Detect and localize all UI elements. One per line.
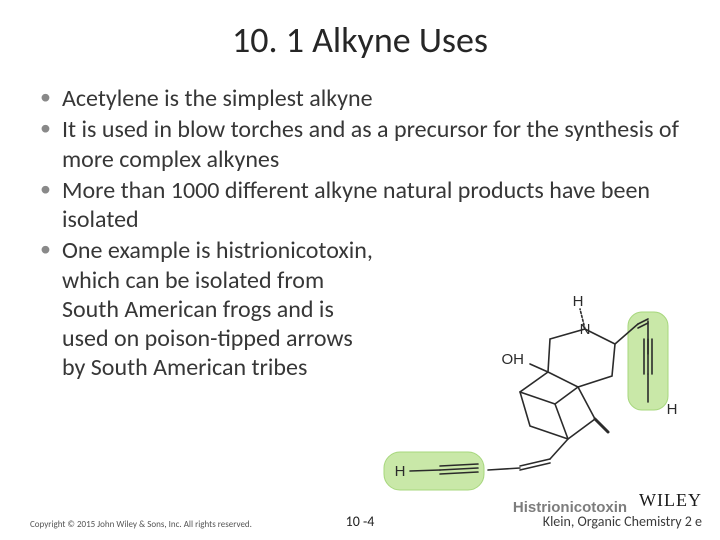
copyright-text: Copyright © 2015 John Wiley & Sons, Inc.… xyxy=(30,519,252,530)
slide-content: Acetylene is the simplest alkyne It is u… xyxy=(30,84,690,383)
label-h-top: H xyxy=(573,293,584,310)
publisher-logo: WILEY xyxy=(543,490,702,511)
label-n: N xyxy=(580,321,591,338)
label-h-left: H xyxy=(395,463,406,480)
bullet-item: It is used in blow torches and as a prec… xyxy=(36,115,690,174)
bullet-item: Acetylene is the simplest alkyne xyxy=(36,84,690,113)
page-number: 10 -4 xyxy=(346,513,375,530)
label-oh: OH xyxy=(502,351,525,368)
book-reference: Klein, Organic Chemistry 2 e xyxy=(543,513,702,530)
slide-title: 10. 1 Alkyne Uses xyxy=(30,18,690,62)
molecule-bonds xyxy=(410,309,652,474)
bullet-item: More than 1000 different alkyne natural … xyxy=(36,176,690,235)
bullet-item: One example is histrionicotoxin, which c… xyxy=(36,236,376,382)
label-h-right: H xyxy=(667,401,678,418)
